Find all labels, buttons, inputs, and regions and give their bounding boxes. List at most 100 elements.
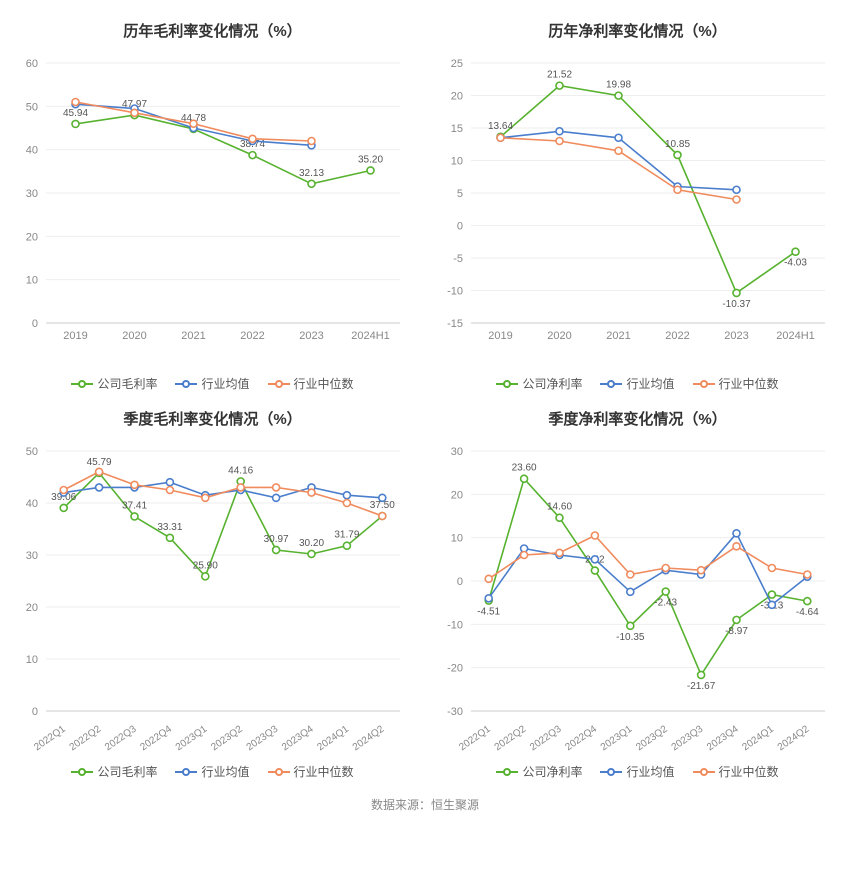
legend-item-industry_avg[interactable]: 行业均值 — [600, 763, 674, 780]
chart-panel-annual_gross: 历年毛利率变化情况（%）0102030405060201920202021202… — [0, 10, 425, 398]
series-marker-company — [556, 82, 563, 89]
svg-text:2022Q2: 2022Q2 — [493, 723, 529, 753]
legend-item-industry_avg[interactable]: 行业均值 — [175, 375, 249, 392]
svg-text:2019: 2019 — [488, 330, 512, 342]
svg-text:30: 30 — [26, 550, 38, 562]
legend-item-company[interactable]: 公司净利率 — [496, 763, 582, 780]
value-label: 25.90 — [193, 560, 218, 571]
series-marker-industry_median — [497, 134, 504, 141]
series-line-industry_avg — [64, 482, 383, 498]
value-label: -2.43 — [654, 598, 677, 609]
legend-item-company[interactable]: 公司毛利率 — [71, 763, 157, 780]
series-marker-industry_median — [556, 138, 563, 145]
chart-title: 季度净利率变化情况（%） — [431, 408, 844, 429]
svg-text:2022Q4: 2022Q4 — [138, 723, 174, 753]
value-label: 13.64 — [488, 121, 513, 132]
series-marker-industry_median — [615, 147, 622, 154]
legend-item-industry_avg[interactable]: 行业均值 — [600, 375, 674, 392]
legend-label: 行业均值 — [201, 763, 249, 780]
svg-text:0: 0 — [32, 318, 38, 330]
svg-text:2019: 2019 — [63, 330, 87, 342]
value-label: 30.97 — [264, 534, 289, 545]
svg-text:2023Q1: 2023Q1 — [599, 723, 635, 753]
series-marker-industry_avg — [96, 484, 103, 491]
legend-swatch-icon — [693, 379, 715, 389]
series-marker-industry_median — [674, 186, 681, 193]
svg-text:2022: 2022 — [665, 330, 689, 342]
legend-label: 行业均值 — [626, 375, 674, 392]
value-label: 19.98 — [606, 80, 631, 91]
legend-swatch-icon — [496, 379, 518, 389]
legend-item-company[interactable]: 公司毛利率 — [71, 375, 157, 392]
series-marker-industry_avg — [379, 494, 386, 501]
series-marker-industry_avg — [273, 494, 280, 501]
legend-item-industry_avg[interactable]: 行业均值 — [175, 763, 249, 780]
series-marker-industry_median — [237, 484, 244, 491]
series-marker-industry_median — [698, 567, 705, 574]
legend-label: 行业中位数 — [294, 763, 354, 780]
value-label: 35.20 — [358, 154, 383, 165]
chart-svg-quarter_net: -30-20-1001020302022Q12022Q22022Q32022Q4… — [431, 437, 841, 757]
series-marker-industry_median — [72, 99, 79, 106]
series-marker-company — [698, 671, 705, 678]
legend-swatch-icon — [71, 379, 93, 389]
svg-text:20: 20 — [451, 91, 463, 103]
series-marker-company — [804, 598, 811, 605]
series-line-industry_avg — [489, 533, 808, 605]
series-marker-industry_avg — [733, 530, 740, 537]
legend-item-industry_median[interactable]: 行业中位数 — [693, 375, 779, 392]
svg-text:2022Q3: 2022Q3 — [528, 723, 564, 753]
svg-text:20: 20 — [26, 231, 38, 243]
series-marker-industry_median — [308, 489, 315, 496]
chart-title: 历年毛利率变化情况（%） — [6, 20, 419, 41]
legend-label: 行业中位数 — [294, 375, 354, 392]
series-marker-company — [367, 167, 374, 174]
series-marker-company — [733, 289, 740, 296]
chart-title: 历年净利率变化情况（%） — [431, 20, 844, 41]
value-label: -4.51 — [477, 607, 500, 618]
series-marker-company — [60, 504, 67, 511]
legend-item-company[interactable]: 公司净利率 — [496, 375, 582, 392]
svg-text:2023Q1: 2023Q1 — [174, 723, 210, 753]
svg-text:2024Q1: 2024Q1 — [740, 723, 776, 753]
legend-item-industry_median[interactable]: 行业中位数 — [268, 375, 354, 392]
svg-text:40: 40 — [26, 498, 38, 510]
svg-text:-20: -20 — [447, 663, 463, 675]
series-marker-company — [308, 550, 315, 557]
series-marker-industry_avg — [733, 186, 740, 193]
svg-text:2021: 2021 — [606, 330, 630, 342]
svg-text:0: 0 — [457, 221, 463, 233]
series-marker-company — [131, 513, 138, 520]
svg-text:0: 0 — [457, 576, 463, 588]
legend-swatch-icon — [71, 767, 93, 777]
value-label: 33.31 — [157, 522, 182, 533]
series-line-industry_median — [64, 472, 383, 516]
svg-text:2022Q2: 2022Q2 — [68, 723, 104, 753]
series-marker-company — [591, 567, 598, 574]
svg-text:2022: 2022 — [240, 330, 264, 342]
svg-text:2023: 2023 — [724, 330, 748, 342]
series-marker-industry_median — [556, 549, 563, 556]
legend-item-industry_median[interactable]: 行业中位数 — [693, 763, 779, 780]
svg-text:2023Q3: 2023Q3 — [670, 723, 706, 753]
value-label: 37.41 — [122, 500, 147, 511]
svg-text:2023Q3: 2023Q3 — [245, 723, 281, 753]
series-marker-industry_median — [249, 135, 256, 142]
series-marker-industry_avg — [615, 134, 622, 141]
legend-swatch-icon — [600, 767, 622, 777]
svg-text:2024Q1: 2024Q1 — [315, 723, 351, 753]
chart-legend: 公司净利率 行业均值 行业中位数 — [431, 763, 844, 780]
series-marker-industry_median — [343, 500, 350, 507]
series-marker-industry_median — [521, 552, 528, 559]
svg-text:2024Q2: 2024Q2 — [776, 723, 812, 753]
chart-legend: 公司毛利率 行业均值 行业中位数 — [6, 763, 419, 780]
series-marker-industry_median — [131, 109, 138, 116]
value-label: 14.60 — [547, 502, 572, 513]
legend-item-industry_median[interactable]: 行业中位数 — [268, 763, 354, 780]
series-marker-company — [273, 546, 280, 553]
chart-svg-annual_gross: 0102030405060201920202021202220232024H14… — [6, 49, 416, 369]
series-marker-industry_median — [308, 138, 315, 145]
svg-text:40: 40 — [26, 145, 38, 157]
legend-label: 行业均值 — [201, 375, 249, 392]
legend-swatch-icon — [496, 767, 518, 777]
